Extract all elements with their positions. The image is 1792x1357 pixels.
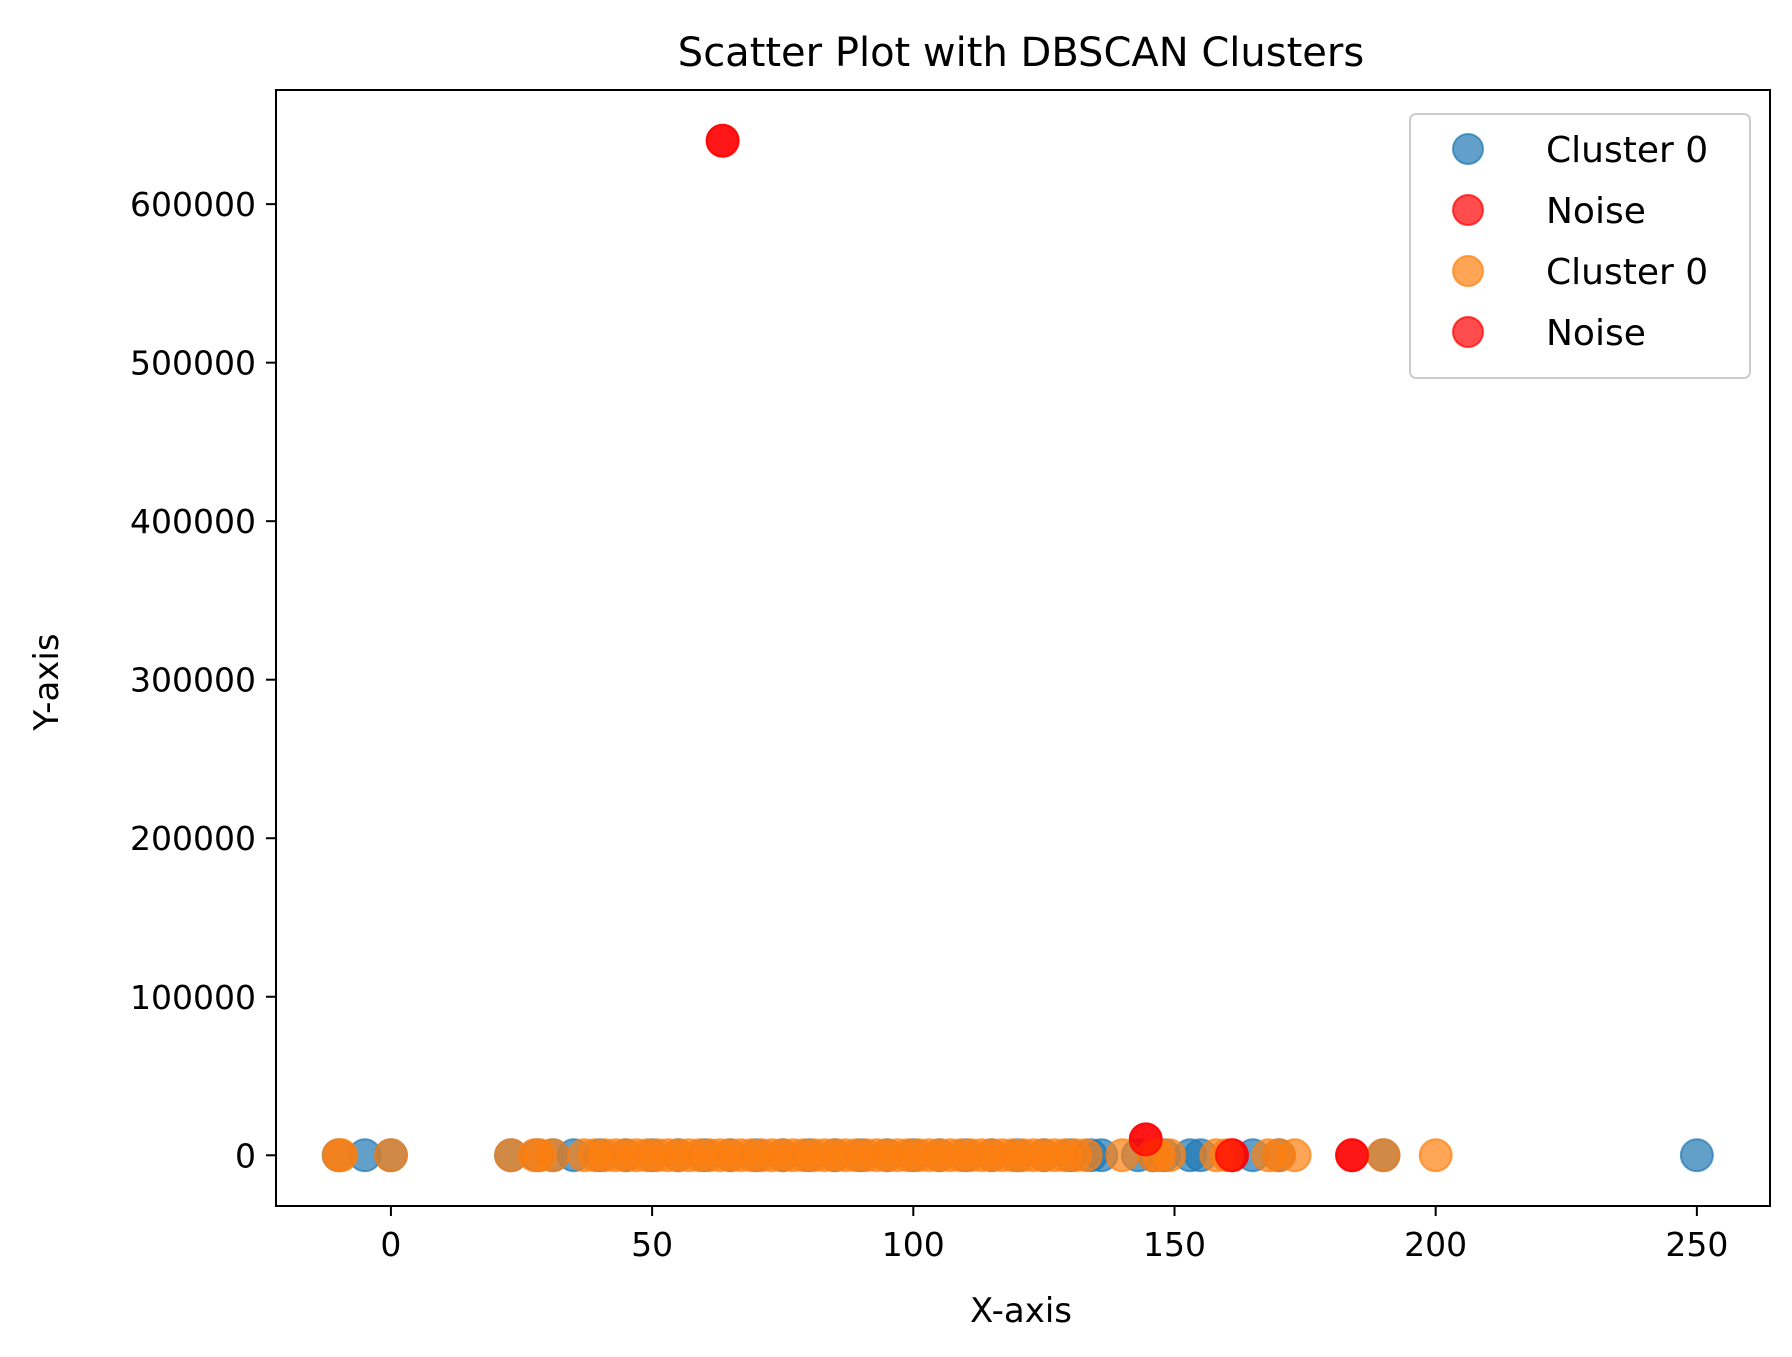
plot-frame (275, 89, 1771, 1207)
points-layer (321, 123, 1714, 1173)
legend-frame (1409, 113, 1751, 379)
chart-title: Scatter Plot with DBSCAN Clusters (678, 30, 1364, 76)
scatter-point (1366, 1138, 1401, 1173)
y-tick-label: 600000 (130, 185, 256, 224)
scatter-point (1277, 1138, 1312, 1173)
scatter-point (1418, 1138, 1453, 1173)
y-tick-label: 100000 (130, 978, 256, 1017)
y-tick-label: 300000 (130, 661, 256, 700)
y-tick-label: 500000 (130, 344, 256, 383)
legend-label: Noise (1546, 313, 1646, 354)
x-tick-label: 250 (1665, 1225, 1728, 1264)
x-tick-label: 100 (882, 1225, 945, 1264)
y-axis-label: Y-axis (27, 633, 67, 731)
x-tick-label: 0 (380, 1225, 401, 1264)
legend-marker (1452, 133, 1484, 165)
legend-label: Cluster 0 (1546, 252, 1708, 293)
x-tick-label: 50 (631, 1225, 673, 1264)
y-tick-label: 0 (235, 1136, 256, 1175)
legend-marker (1452, 316, 1484, 348)
legend-marker (1452, 255, 1484, 287)
x-tick-label: 200 (1404, 1225, 1467, 1264)
legend: Cluster 0 Noise Cluster 0 Noise (1409, 113, 1751, 379)
y-tick-label: 400000 (130, 502, 256, 541)
series-3 (705, 123, 1370, 1173)
legend-marker (1452, 194, 1484, 226)
axes-layer: 0 50 100 150 200 250 0 100000 200000 300000 400000… (130, 89, 1771, 1264)
scatter-point (535, 1138, 570, 1173)
scatter-point (705, 123, 740, 158)
y-tick-label: 200000 (130, 819, 256, 858)
x-tick-label: 150 (1143, 1225, 1206, 1264)
scatter-point (1128, 1122, 1163, 1157)
legend-label: Noise (1546, 191, 1646, 232)
scatter-point (1214, 1138, 1249, 1173)
legend-label: Cluster 0 (1546, 130, 1708, 171)
scatter-point (1068, 1138, 1103, 1173)
scatter-point (1679, 1138, 1714, 1173)
scatter-point (324, 1138, 359, 1173)
scatter-point (1335, 1138, 1370, 1173)
scatter-point (373, 1138, 408, 1173)
scatter-point (1152, 1138, 1187, 1173)
x-axis-label: X-axis (970, 1291, 1072, 1331)
